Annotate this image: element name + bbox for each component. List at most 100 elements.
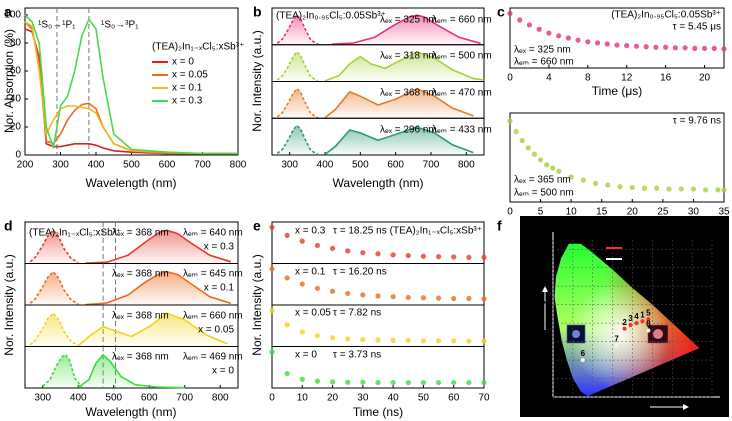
data-point xyxy=(605,182,611,188)
point-label: 4 xyxy=(634,312,639,321)
legend-label: Wavelength-dependent xyxy=(626,243,709,252)
x-tick-label: 500 xyxy=(105,393,122,404)
x-tick-label: 0.7 xyxy=(687,401,697,408)
x-tick-label: 0 xyxy=(507,73,513,84)
plot-frame xyxy=(271,346,485,389)
annotation: τ = 16.20 ns xyxy=(333,267,387,278)
x-tick-label: 0.0 xyxy=(548,401,558,408)
area-fill xyxy=(325,52,484,82)
x-tick-label: 500 xyxy=(123,160,140,171)
y-tick-label: 0.5 xyxy=(539,301,549,308)
y-axis-label: Nor. Intensity (a.u.) xyxy=(2,254,16,355)
annotation: λₑₘ = 640 nm xyxy=(183,228,243,239)
data-point xyxy=(678,186,684,192)
panel-label: e xyxy=(253,218,261,234)
data-point xyxy=(299,376,305,382)
x-tick-label: 800 xyxy=(458,160,475,171)
x-axis-label: Wavelength (nm) xyxy=(333,176,424,190)
annotation: λₑₘ = 469 nm xyxy=(183,352,243,363)
x-tick-label: 300 xyxy=(281,160,298,171)
annotation: λₑₓ = 325 nm xyxy=(514,45,571,56)
annotation: ¹S₀→¹P₁ xyxy=(38,20,76,31)
data-point xyxy=(390,294,396,300)
data-point xyxy=(575,37,581,43)
data-point xyxy=(435,254,442,260)
x-tick-label: 700 xyxy=(423,160,440,171)
annotation: τ = 18.25 ns xyxy=(333,226,387,237)
data-point xyxy=(405,379,411,386)
point-label: 3 xyxy=(628,314,633,323)
panel-label: f xyxy=(497,218,502,234)
x-tick-label: 50 xyxy=(418,393,430,404)
data-point xyxy=(435,379,442,386)
x-tick-label: 16 xyxy=(660,73,672,84)
data-point xyxy=(565,35,571,41)
annotation: λₑₘ = 500 nm xyxy=(432,51,492,62)
sample-glow xyxy=(572,330,580,338)
point-label: 6 xyxy=(581,349,586,358)
panel-label: b xyxy=(253,4,262,20)
data-point xyxy=(466,379,472,386)
data-point xyxy=(546,30,552,36)
annotation: λₑₘ = 645 nm xyxy=(183,269,243,280)
data-point xyxy=(405,252,411,259)
area-fill xyxy=(30,230,79,264)
data-point xyxy=(634,321,639,326)
data-point xyxy=(703,187,709,193)
annotation: λₑₘ = 433 nm xyxy=(432,125,492,136)
annotation: λₑₓ = 368 nm xyxy=(380,88,437,99)
series-line xyxy=(324,51,485,82)
data-point xyxy=(585,39,591,45)
x-tick-label: 40 xyxy=(388,393,400,404)
annotation: λₑₘ = 660 nm xyxy=(514,57,574,68)
data-point xyxy=(451,254,457,260)
series-line xyxy=(324,88,474,119)
panel-9: λₑₓ = 368 nm λₑₘ = 660 nm x = 0.05 xyxy=(24,304,243,347)
data-point xyxy=(420,295,427,301)
data-point xyxy=(375,337,381,343)
y-tick-label: 0.4 xyxy=(539,320,549,327)
x-arrow-head xyxy=(683,404,689,410)
area-fill xyxy=(277,88,318,119)
x-tick-label: 0.3 xyxy=(608,401,618,408)
chart-title: (TEA)₂In₀.₉₅Cl₅:0.05Sb³⁺ xyxy=(611,10,721,21)
chart-title: (TEA)₂In₁₋ₓCl₅:xSb³⁺ xyxy=(580,228,668,238)
data-point xyxy=(420,253,427,259)
point-label: 1 xyxy=(640,310,645,319)
chart-title: (TEA)₂In₀.₉₅Cl₅:0.05Sb³⁺ xyxy=(276,11,386,22)
data-point xyxy=(360,379,366,385)
data-point xyxy=(345,379,351,385)
y-tick-label: 100 xyxy=(4,10,21,21)
data-point xyxy=(537,157,544,163)
data-point xyxy=(666,186,672,192)
x-tick-label: 400 xyxy=(88,160,105,171)
data-point xyxy=(466,295,472,302)
legend-label: x = 0.05 xyxy=(172,70,208,81)
annotation: λₑₘ = 660 nm xyxy=(183,311,243,322)
y-tick-label: 0.2 xyxy=(539,357,549,364)
series-line xyxy=(24,21,238,155)
x-tick-label: 200 xyxy=(17,160,34,171)
legend-label: x = 0 xyxy=(172,57,194,68)
area-fill xyxy=(30,271,79,305)
data-point xyxy=(663,44,669,50)
series-line xyxy=(29,229,79,264)
x-tick-label: 30 xyxy=(688,207,700,218)
data-point xyxy=(643,44,649,50)
annotation: λₑₓ = 368 nm xyxy=(112,228,169,239)
annotation: x = 0.3 xyxy=(295,226,326,237)
data-point xyxy=(466,338,472,344)
y-tick-label: 20 xyxy=(10,122,22,133)
data-point xyxy=(284,322,290,328)
data-point xyxy=(451,295,457,302)
data-point xyxy=(715,187,721,193)
data-point xyxy=(314,242,321,249)
x-tick-label: 8 xyxy=(585,73,591,84)
data-point xyxy=(375,251,381,257)
y-tick-label: 60 xyxy=(10,66,22,77)
annotation: λₑₓ = 318 nm xyxy=(380,51,437,62)
annotation: x = 0 xyxy=(212,366,234,377)
x-tick-label: 400 xyxy=(70,393,87,404)
y-axis-label: Nor. Intensity (a.u.) xyxy=(250,30,264,131)
y-tick-label: 40 xyxy=(10,94,22,105)
